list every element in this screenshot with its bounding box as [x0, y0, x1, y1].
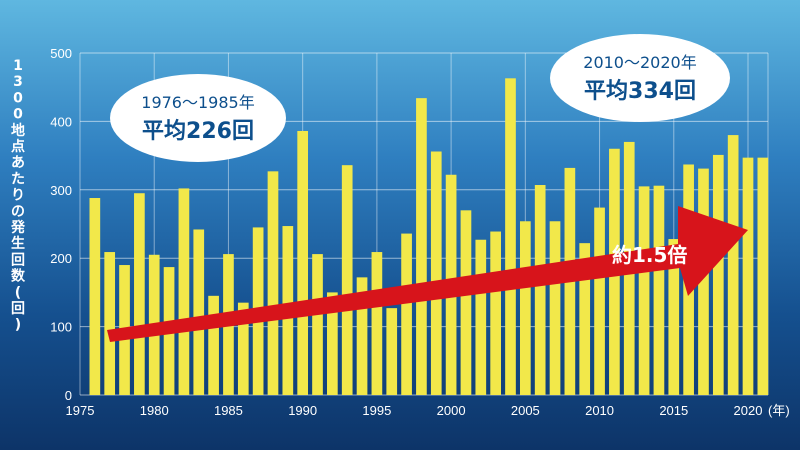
x-tick-label: 1995: [362, 403, 391, 418]
x-tick-label: 2000: [437, 403, 466, 418]
bar: [416, 98, 427, 396]
y-tick-labels: 0 100 200 300 400 500: [50, 46, 72, 403]
callout-bubble-right: [550, 34, 730, 122]
bar: [371, 252, 383, 395]
bar: [386, 308, 398, 395]
y-tick-label: 0: [65, 388, 72, 403]
y-axis-label-char: 0: [13, 107, 23, 123]
y-axis-label-char: り: [11, 188, 25, 204]
x-axis-unit: (年): [768, 403, 790, 418]
bar: [327, 292, 338, 395]
bar: [534, 185, 546, 395]
bar: [638, 186, 650, 395]
callout-left-average: 平均226回: [142, 118, 254, 144]
bar: [312, 254, 323, 395]
red-arrow-icon: [107, 206, 748, 342]
bar: [519, 221, 531, 395]
bar: [430, 151, 442, 395]
y-tick-label: 500: [50, 46, 72, 61]
bar: [698, 168, 709, 395]
bar: [267, 171, 279, 395]
bar: [460, 210, 472, 395]
y-axis-label-char: 0: [13, 90, 23, 106]
y-axis-label-char: (: [15, 285, 21, 301]
y-axis-label-char: 地: [11, 122, 25, 139]
x-tick-label: 1985: [214, 403, 243, 418]
y-axis-label-char: 1: [13, 58, 23, 74]
bar: [401, 233, 412, 395]
arrow-label: 約1.5倍: [612, 243, 687, 267]
x-tick-label: 2015: [659, 403, 688, 418]
y-axis-label-char: 発: [10, 219, 26, 236]
bar: [104, 252, 116, 395]
bar: [178, 188, 190, 395]
y-tick-label: 100: [50, 320, 72, 335]
trend-arrow: 約1.5倍: [107, 206, 748, 342]
y-axis-label-char: 回: [11, 301, 25, 317]
y-axis-label-char: ): [15, 317, 21, 333]
bar: [757, 157, 769, 395]
x-tick-label: 1975: [66, 403, 95, 418]
bar: [505, 78, 516, 396]
bar: [193, 229, 205, 395]
bar: [237, 302, 249, 395]
y-axis-label-char: た: [11, 171, 25, 187]
x-tick-label: 1990: [288, 403, 317, 418]
y-tick-label: 400: [50, 114, 72, 129]
y-axis-label-char: 3: [13, 74, 23, 90]
bar: [579, 243, 591, 395]
bar: [727, 135, 739, 395]
callout-bubble-left: [110, 74, 286, 162]
bar: [712, 154, 724, 395]
bar: [356, 277, 368, 395]
bar: [594, 207, 605, 395]
x-tick-label: 2010: [585, 403, 614, 418]
bar: [89, 198, 101, 395]
callout-2010-2020: 2010〜2020年 平均334回: [550, 34, 730, 122]
bar: [134, 193, 145, 395]
y-axis-label-char: 生: [11, 235, 25, 252]
bar: [668, 239, 680, 395]
callout-left-period: 1976〜1985年: [141, 93, 254, 112]
y-axis-label-char: の: [11, 204, 25, 220]
bar: [208, 295, 219, 395]
callout-right-average: 平均334回: [584, 78, 696, 104]
y-tick-label: 300: [50, 183, 72, 198]
callout-right-period: 2010〜2020年: [583, 53, 696, 72]
y-axis-label-char: 回: [11, 252, 25, 268]
bar: [653, 185, 665, 395]
y-axis-label-char: 数: [11, 268, 26, 285]
x-tick-label: 2020: [734, 403, 763, 418]
y-axis-label-char: あ: [11, 155, 25, 171]
callout-1976-1985: 1976〜1985年 平均226回: [110, 74, 286, 162]
bar: [341, 165, 353, 395]
bar: [549, 221, 561, 395]
bar: [297, 130, 309, 395]
bar: [475, 239, 487, 395]
x-tick-label: 2005: [511, 403, 540, 418]
x-tick-labels: 1975 1980 1985 1990 1995 2000 2005 2010 2015 2020: [66, 403, 763, 418]
bar: [742, 157, 754, 395]
x-tick-label: 1980: [140, 403, 169, 418]
bar: [490, 231, 501, 395]
y-axis-label-char: 点: [11, 138, 25, 155]
y-tick-label: 200: [50, 251, 72, 266]
